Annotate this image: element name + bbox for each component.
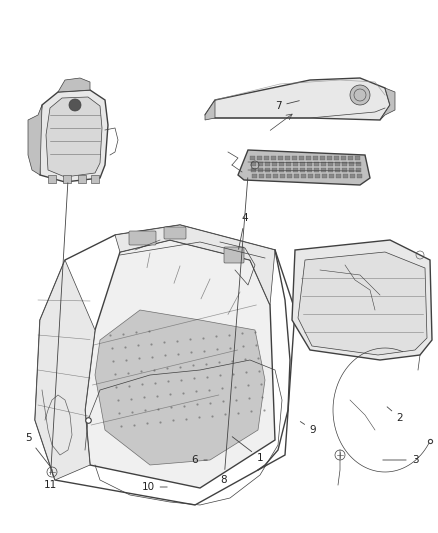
Bar [286,162,290,166]
Bar [258,174,264,178]
Bar [336,174,340,178]
Polygon shape [95,310,265,465]
Polygon shape [292,240,432,360]
Bar [343,174,347,178]
Bar [335,168,340,172]
Bar [334,156,339,160]
Bar [272,168,277,172]
Bar [342,168,347,172]
Bar [349,168,354,172]
Bar [355,156,360,160]
Bar [327,156,332,160]
Text: 2: 2 [387,407,403,423]
FancyBboxPatch shape [129,231,156,245]
Polygon shape [38,90,108,182]
Bar [349,162,353,166]
Bar [292,156,297,160]
Circle shape [350,85,370,105]
Bar [257,156,262,160]
Polygon shape [58,78,90,92]
Bar [313,156,318,160]
Bar [293,162,297,166]
Bar [321,162,325,166]
Bar [306,156,311,160]
Bar [279,168,284,172]
Bar [63,175,71,183]
Bar [250,156,255,160]
Bar [48,175,56,183]
Bar [314,162,318,166]
Polygon shape [35,260,95,480]
Bar [258,168,263,172]
Polygon shape [298,252,427,355]
Circle shape [69,99,81,111]
Bar [265,162,269,166]
Bar [258,162,262,166]
Polygon shape [115,225,275,305]
Bar [321,168,326,172]
Bar [342,162,346,166]
Bar [321,174,326,178]
FancyBboxPatch shape [224,247,244,263]
Bar [299,156,304,160]
Bar [293,168,298,172]
Bar [251,174,257,178]
Text: 1: 1 [232,437,263,463]
Bar [328,168,333,172]
Bar [286,168,291,172]
Text: 7: 7 [275,101,299,111]
Polygon shape [28,105,42,175]
Bar [357,174,361,178]
Polygon shape [238,150,370,185]
Bar [272,162,276,166]
Bar [348,156,353,160]
Bar [279,174,285,178]
Bar [300,168,305,172]
Bar [300,174,305,178]
Bar [78,175,86,183]
Bar [335,162,339,166]
Bar [307,174,312,178]
Bar [356,162,360,166]
Bar [278,156,283,160]
Bar [307,168,312,172]
Bar [272,174,278,178]
Bar [264,156,269,160]
Text: 10: 10 [141,482,167,492]
Bar [320,156,325,160]
Bar [91,175,99,183]
Bar [350,174,354,178]
Polygon shape [85,240,275,488]
Bar [286,174,292,178]
Text: 5: 5 [25,433,51,468]
Bar [265,168,270,172]
Bar [293,174,299,178]
Bar [307,162,311,166]
Bar [314,174,319,178]
Bar [314,168,319,172]
Polygon shape [205,100,215,120]
Bar [279,162,283,166]
Bar [328,174,333,178]
Bar [285,156,290,160]
Polygon shape [380,88,395,120]
Bar [341,156,346,160]
Text: 9: 9 [300,422,316,435]
Text: 8: 8 [221,178,248,485]
Polygon shape [46,97,102,177]
Bar [251,168,256,172]
Text: 6: 6 [192,455,207,465]
Polygon shape [205,78,390,120]
Bar [300,162,304,166]
Bar [251,162,255,166]
Text: 11: 11 [43,183,68,490]
Bar [271,156,276,160]
Bar [356,168,361,172]
FancyBboxPatch shape [164,227,186,239]
Text: 4: 4 [239,213,248,249]
Bar [328,162,332,166]
Bar [265,174,271,178]
Text: 3: 3 [383,455,418,465]
